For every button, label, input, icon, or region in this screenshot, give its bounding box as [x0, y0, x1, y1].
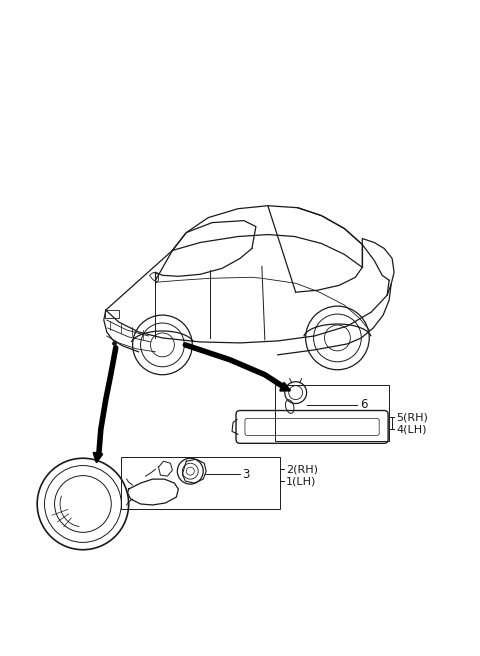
- Bar: [105, 310, 119, 318]
- Text: 3: 3: [242, 468, 250, 481]
- Bar: [120, 457, 280, 509]
- Text: 6: 6: [360, 398, 368, 411]
- Text: 2(RH): 2(RH): [286, 464, 318, 474]
- Text: 5(RH): 5(RH): [396, 413, 428, 422]
- Bar: [275, 384, 389, 441]
- Text: 4(LH): 4(LH): [396, 424, 427, 434]
- Text: 1(LH): 1(LH): [286, 476, 316, 486]
